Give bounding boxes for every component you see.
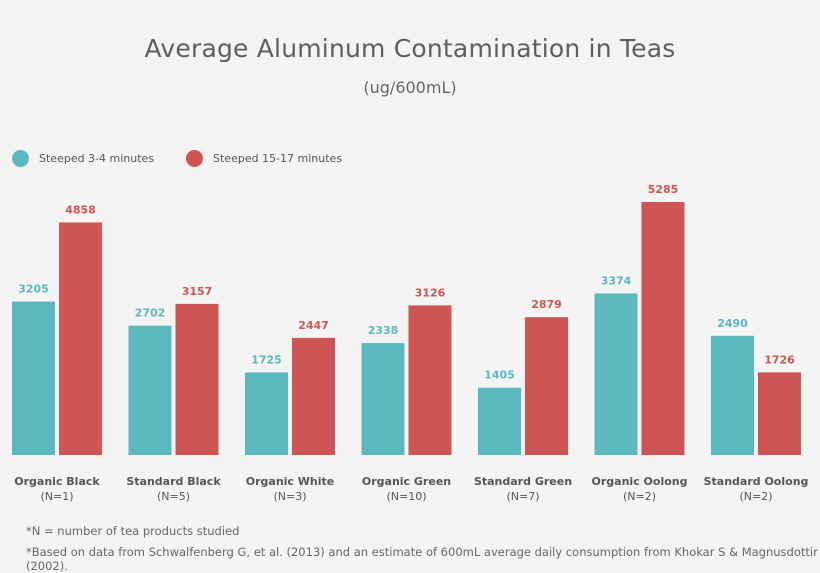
- data-label: 1725: [251, 353, 282, 366]
- bar-long-steep: [175, 303, 219, 455]
- data-label: 5285: [648, 183, 679, 196]
- data-label: 2338: [368, 324, 399, 337]
- category-count-label: (N=5): [157, 490, 190, 503]
- bar-short-steep: [594, 293, 638, 455]
- data-label: 3374: [601, 274, 632, 287]
- legend-label: Steeped 3-4 minutes: [39, 152, 155, 165]
- chart-title: Average Aluminum Contamination in Teas: [144, 34, 676, 63]
- category-count-label: (N=2): [623, 490, 656, 503]
- category-count-label: (N=1): [40, 490, 73, 503]
- category-label: Organic Green: [362, 475, 451, 488]
- legend-swatch-red: [186, 150, 203, 167]
- category-count-label: (N=7): [506, 490, 539, 503]
- bar-short-steep: [478, 387, 521, 455]
- bar-long-steep: [408, 305, 452, 455]
- bar-short-steep: [361, 343, 405, 455]
- bar-long-steep: [525, 317, 568, 455]
- data-label: 3205: [18, 283, 49, 296]
- data-label: 1726: [764, 353, 795, 366]
- data-label: 2490: [717, 317, 748, 330]
- bar-short-steep: [711, 335, 754, 455]
- data-label: 2447: [298, 319, 329, 332]
- data-label: 4858: [65, 203, 96, 216]
- data-label: 1405: [484, 369, 515, 382]
- footnote-n: *N = number of tea products studied: [26, 524, 240, 538]
- bar-long-steep: [59, 222, 102, 455]
- category-count-label: (N=2): [739, 490, 772, 503]
- legend-item-steeped-long: Steeped 15-17 minutes: [186, 150, 342, 167]
- category-label: Organic Black: [14, 475, 100, 488]
- bar-chart: 3205 4858 Organic Black (N=1) 2702 3157 Standa…: [12, 183, 809, 503]
- data-label: 2879: [531, 298, 562, 311]
- category-label: Standard Green: [474, 475, 572, 488]
- legend-swatch-teal: [12, 150, 29, 167]
- category-count-label: (N=3): [273, 490, 306, 503]
- bar-long-steep: [641, 202, 685, 455]
- footnote-source: *Based on data from Schwalfenberg G, et …: [26, 545, 818, 573]
- legend-item-steeped-short: Steeped 3-4 minutes: [12, 150, 154, 167]
- data-label: 3157: [182, 285, 213, 298]
- chart-subtitle: (ug/600mL): [363, 78, 457, 97]
- bar-short-steep: [128, 325, 172, 455]
- bar-short-steep: [12, 301, 55, 455]
- category-label: Standard Black: [126, 475, 221, 488]
- category-count-label: (N=10): [386, 490, 426, 503]
- data-label: 3126: [415, 286, 446, 299]
- category-label: Organic Oolong: [592, 475, 688, 488]
- category-label: Organic White: [246, 475, 334, 488]
- legend-label: Steeped 15-17 minutes: [213, 152, 343, 165]
- bar-short-steep: [245, 372, 288, 455]
- bar-long-steep: [292, 337, 335, 455]
- data-label: 2702: [135, 307, 166, 320]
- category-label: Standard Oolong: [704, 475, 809, 488]
- bar-long-steep: [758, 372, 801, 455]
